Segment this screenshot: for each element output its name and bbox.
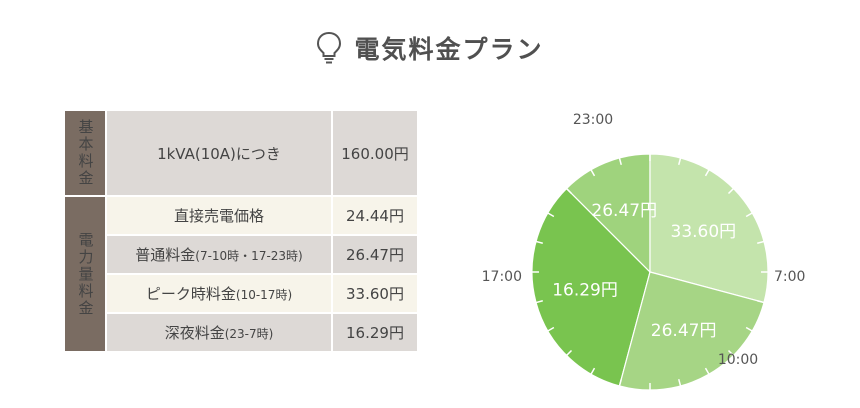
time-label-1700: 17:00	[482, 269, 522, 285]
clock-tick	[535, 240, 543, 244]
rate-note: (10-17時)	[235, 288, 293, 302]
clock-tick	[618, 157, 622, 165]
clock-tick	[727, 349, 734, 356]
clock-tick	[678, 157, 682, 165]
segment-label-peak: 33.60円	[671, 222, 737, 242]
page-header: 電気料金プラン	[0, 28, 860, 68]
table-row: 電力量料金 直接売電価格 24.44円	[63, 195, 419, 353]
basic-value: 160.00円	[341, 144, 409, 163]
rate-label-cell: 普通料金(7-10時・17-23時)	[105, 234, 333, 275]
lightbulb-icon	[317, 31, 342, 64]
table-row: ピーク時料金(10-17時) 33.60円	[64, 273, 419, 314]
basic-label: 1kVA(10A)につき	[157, 144, 281, 163]
basic-value-cell: 160.00円	[331, 109, 419, 197]
rate-value: 26.47円	[346, 246, 404, 264]
basic-label-cell: 1kVA(10A)につき	[105, 109, 333, 197]
rate-value: 33.60円	[346, 285, 404, 303]
category-cell-energy: 電力量料金	[63, 195, 107, 353]
page-title: 電気料金プラン	[354, 35, 544, 64]
rate-note: (23-7時)	[224, 327, 274, 341]
time-label-0700: 7:00	[774, 269, 805, 285]
clock-tick	[704, 169, 710, 177]
clock-tick	[745, 326, 753, 332]
segment-label-normal-evening: 26.47円	[651, 321, 717, 341]
rate-value: 16.29円	[346, 324, 404, 342]
clock-segment-normal-morning	[565, 153, 651, 274]
rate-value-cell: 24.44円	[331, 195, 419, 236]
clock-tick	[704, 367, 710, 375]
rate-label-cell: 直接売電価格	[105, 195, 333, 236]
table-row: 深夜料金(23-7時) 16.29円	[64, 312, 419, 353]
rate-label-cell: ピーク時料金(10-17時)	[105, 273, 333, 314]
price-table: 基本料金 1kVA(10A)につき 160.00円 電力量料金 直接売電価格 2…	[63, 109, 419, 353]
clock-tick	[757, 300, 765, 304]
clock-tick	[535, 300, 543, 304]
clock-segment-labels: 16.29円 26.47円 33.60円 26.47円	[552, 201, 736, 341]
rate-clock: 16.29円 26.47円 33.60円 26.47円 23:00 7:00 10:0…	[482, 112, 805, 391]
clock-tick	[547, 212, 555, 218]
table-row-basic: 基本料金 1kVA(10A)につき 160.00円	[63, 109, 419, 197]
clock-tick	[547, 326, 555, 332]
time-label-2300: 23:00	[573, 112, 613, 128]
rate-label: ピーク時料金	[145, 285, 236, 303]
clock-tick	[566, 188, 573, 195]
clock-segment-peak	[649, 153, 769, 304]
rate-value: 24.44円	[346, 207, 404, 225]
rate-value-cell: 33.60円	[331, 273, 419, 314]
clock-tick	[566, 349, 573, 356]
clock-tick	[745, 212, 753, 218]
category-cell-basic: 基本料金	[63, 109, 107, 197]
clock-ticks	[532, 154, 768, 390]
category-label-basic: 基本料金	[76, 119, 95, 187]
clock-tick	[618, 379, 622, 387]
time-label-1000: 10:00	[718, 352, 758, 368]
rate-label-cell: 深夜料金(23-7時)	[105, 312, 333, 353]
rate-value-cell: 16.29円	[331, 312, 419, 353]
rate-note: (7-10時・17-23時)	[195, 249, 303, 263]
segment-label-normal-morning: 26.47円	[591, 201, 657, 221]
clock-tick	[590, 367, 596, 375]
rate-value-cell: 26.47円	[331, 234, 419, 275]
table-row: 普通料金(7-10時・17-23時) 26.47円	[64, 234, 419, 275]
rate-label: 普通料金	[135, 246, 196, 264]
rate-label: 深夜料金	[164, 324, 225, 342]
clock-tick	[678, 379, 682, 387]
clock-tick	[757, 240, 765, 244]
category-label-energy: 電力量料金	[76, 231, 95, 317]
clock-tick	[727, 188, 734, 195]
rate-label: 直接売電価格	[173, 207, 264, 225]
clock-tick	[590, 169, 596, 177]
segment-label-night: 16.29円	[552, 280, 618, 300]
